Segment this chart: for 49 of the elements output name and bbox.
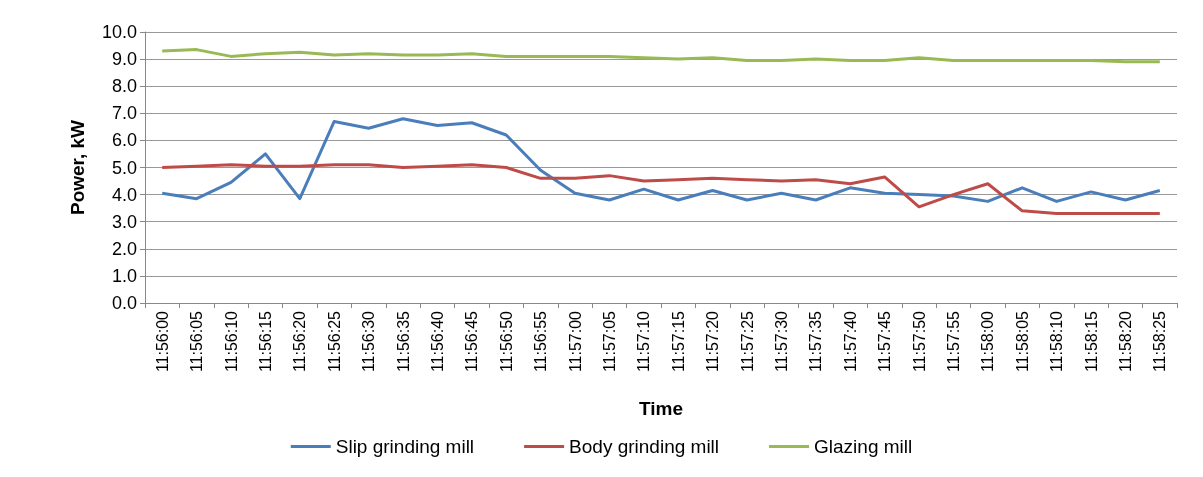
x-tick-label: 11:57:40: [841, 310, 859, 373]
x-tick-label: 11:58:15: [1082, 310, 1100, 373]
line-series: [160, 48, 1162, 64]
x-tick-label: 11:57:10: [635, 310, 653, 373]
x-tick-label: 11:56:40: [428, 310, 446, 373]
y-tick-label: 0.0: [111, 293, 137, 313]
y-tick-label: 3.0: [111, 211, 137, 232]
y-tick-label: 8.0: [111, 76, 137, 97]
x-tick-label: 11:58:00: [979, 310, 997, 373]
x-tick-label: 11:58:05: [1013, 310, 1031, 373]
x-tick-label: 11:57:50: [910, 310, 928, 373]
x-tick-label: 11:56:20: [291, 310, 309, 373]
x-tick-label: 11:57:05: [600, 310, 618, 373]
legend-label: Glazing mill: [814, 436, 913, 457]
legend-label: Body grinding mill: [569, 436, 720, 457]
x-tick-label: 11:56:55: [532, 310, 550, 373]
x-tick-label: 11:56:35: [394, 310, 412, 373]
x-tick-label: 11:57:45: [876, 310, 894, 373]
y-tick-label: 4.0: [111, 184, 137, 205]
x-tick-label: 11:56:45: [463, 310, 481, 373]
x-tick-label: 11:56:00: [153, 310, 171, 373]
x-tick-label: 11:56:10: [222, 310, 240, 373]
y-tick-label: 1.0: [111, 265, 137, 286]
x-tick-label: 11:58:20: [1116, 310, 1134, 373]
line-series: [160, 163, 1162, 216]
y-tick-label: 10.0: [101, 22, 137, 42]
y-axis-title: Power, kW: [67, 119, 88, 216]
x-tick-label: 11:57:00: [566, 310, 584, 373]
y-tick-label: 6.0: [111, 130, 137, 151]
x-tick-label: 11:57:15: [669, 310, 687, 373]
x-tick-label: 11:57:35: [807, 310, 825, 373]
y-tick-label: 9.0: [111, 49, 137, 70]
y-tick-label: 2.0: [111, 238, 137, 259]
x-tick-label: 11:58:10: [1048, 310, 1066, 373]
x-tick-label: 11:57:20: [704, 310, 722, 373]
y-tick-label: 7.0: [111, 103, 137, 124]
x-tick-label: 11:56:50: [497, 310, 515, 373]
line-series: [160, 117, 1162, 203]
legend-label: Slip grinding mill: [335, 436, 475, 457]
x-tick-label: 11:57:30: [772, 310, 790, 373]
y-tick-label: 5.0: [111, 157, 137, 178]
x-axis-title: Time: [638, 398, 684, 419]
x-tick-label: 11:56:15: [256, 310, 274, 373]
x-tick-label: 11:58:25: [1151, 310, 1169, 373]
x-tick-label: 11:56:25: [325, 310, 343, 373]
x-tick-label: 11:56:30: [360, 310, 378, 373]
x-tick-label: 11:56:05: [188, 310, 206, 373]
x-tick-label: 11:57:55: [944, 310, 962, 373]
x-tick-label: 11:57:25: [738, 310, 756, 373]
